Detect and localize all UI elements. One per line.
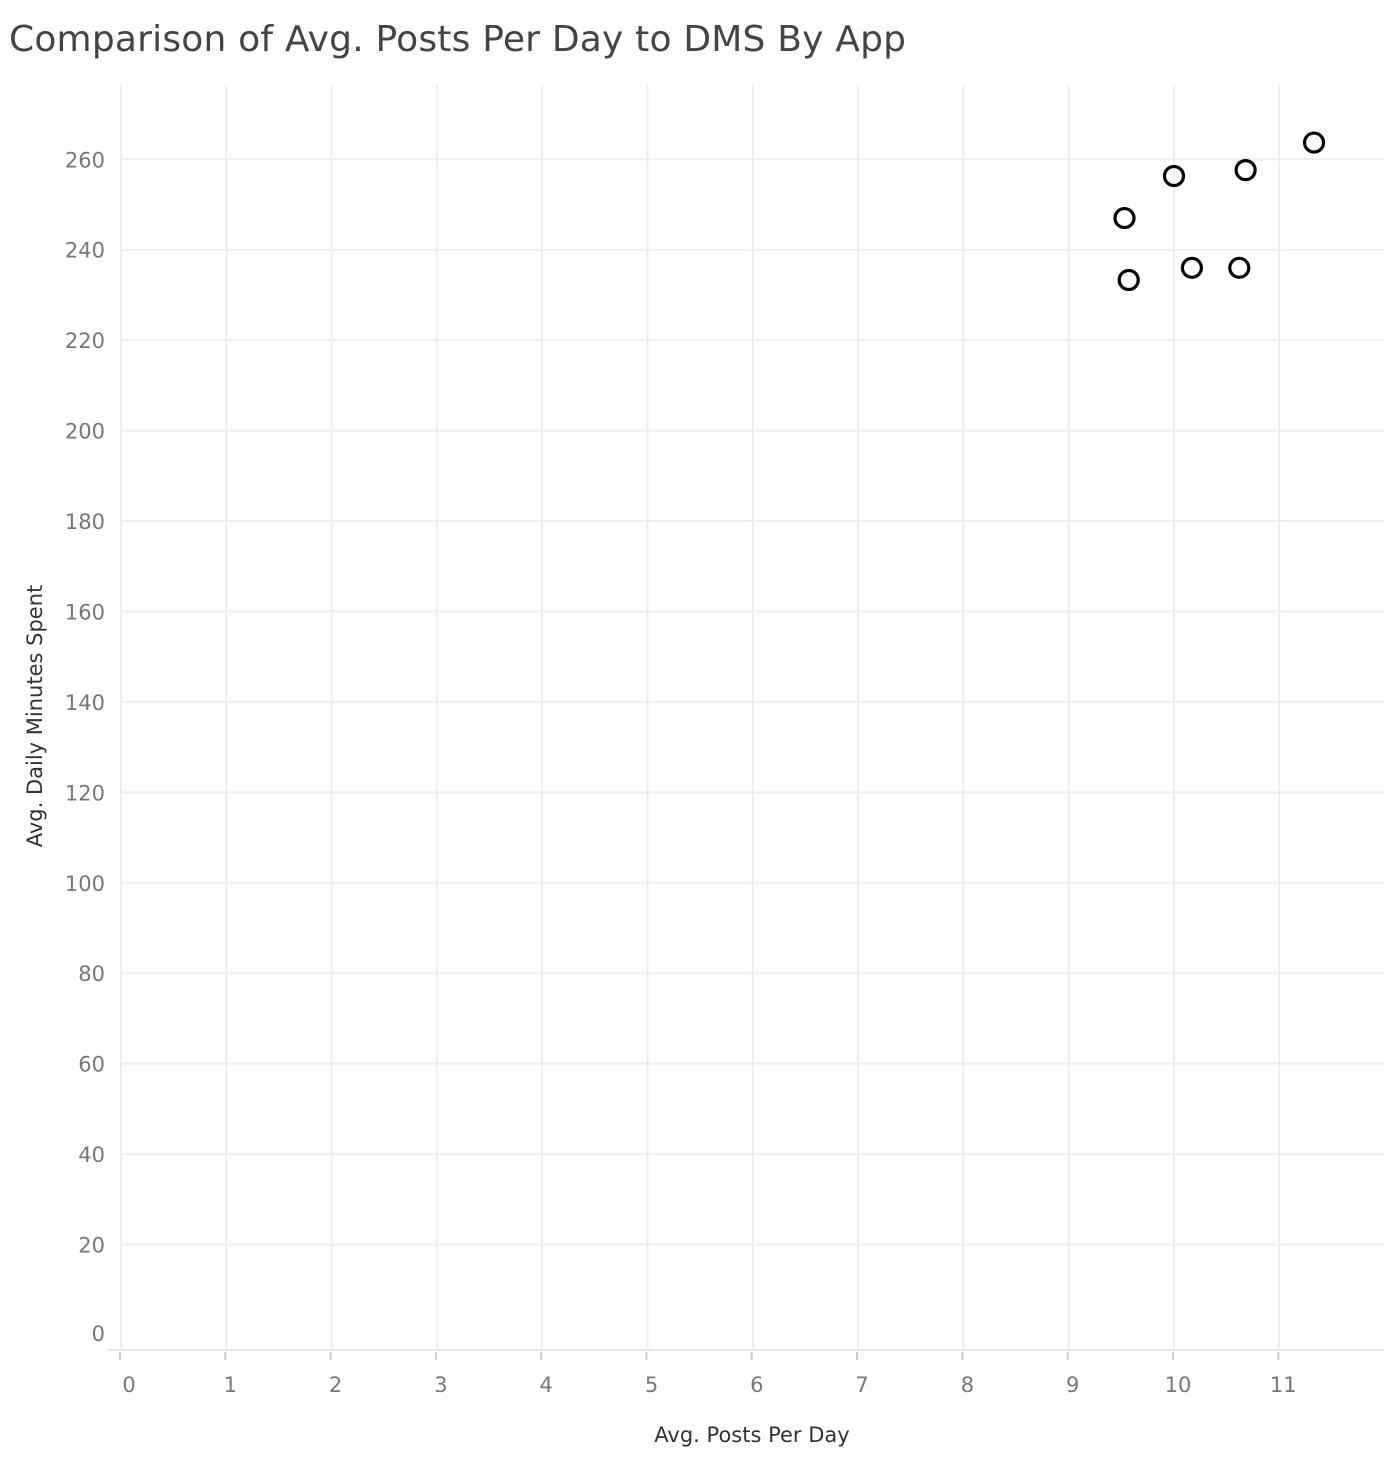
x-tick-label: 9: [1066, 1373, 1079, 1397]
y-tick-label: 80: [78, 962, 105, 986]
y-tick-label: 40: [78, 1143, 105, 1167]
y-tick-label: 100: [65, 872, 105, 896]
y-tick-label: 160: [65, 600, 105, 624]
x-tick-label: 11: [1270, 1373, 1297, 1397]
y-tick-label: 0: [92, 1322, 105, 1346]
y-axis-title: Avg. Daily Minutes Spent: [23, 585, 47, 848]
data-point: [1302, 131, 1326, 154]
data-point: [1228, 256, 1251, 279]
y-tick-label: 260: [65, 148, 105, 172]
y-tick-label: 240: [65, 239, 105, 263]
x-tick-label: 8: [961, 1373, 974, 1397]
x-tick-label: 0: [122, 1373, 135, 1397]
x-tick-label: 4: [540, 1373, 553, 1397]
y-tick-label: 140: [65, 691, 105, 715]
data-point: [1113, 206, 1136, 230]
x-tick-label: 5: [645, 1373, 658, 1397]
x-tick-label: 3: [434, 1373, 447, 1397]
x-tick-label: 6: [750, 1373, 763, 1397]
y-tick-label: 20: [78, 1234, 105, 1258]
data-point: [1162, 164, 1186, 188]
data-point: [1234, 159, 1257, 182]
grid-lines: [120, 85, 1384, 1350]
chart-title: Comparison of Avg. Posts Per Day to DMS …: [9, 19, 907, 60]
data-points: [1113, 131, 1326, 292]
y-tick-label: 180: [65, 510, 105, 534]
x-axis-title: Avg. Posts Per Day: [654, 1423, 849, 1447]
x-axis-ticks: 0 1 2 3 4 5 6 7 8 9 10 11: [119, 1352, 1297, 1397]
y-tick-label: 200: [65, 420, 105, 444]
y-tick-label: 220: [65, 329, 105, 353]
y-tick-label: 60: [78, 1053, 105, 1077]
y-tick-label: 120: [65, 781, 105, 805]
x-tick-label: 1: [224, 1373, 237, 1397]
x-tick-label: 7: [855, 1373, 868, 1397]
x-tick-label: 10: [1165, 1373, 1192, 1397]
data-point: [1180, 256, 1204, 279]
x-tick-label: 2: [329, 1373, 342, 1397]
data-point: [1117, 268, 1140, 292]
y-axis-ticks: 0 20 40 60 80 100 120 140 160 180 200 220 240 260: [65, 148, 105, 1346]
